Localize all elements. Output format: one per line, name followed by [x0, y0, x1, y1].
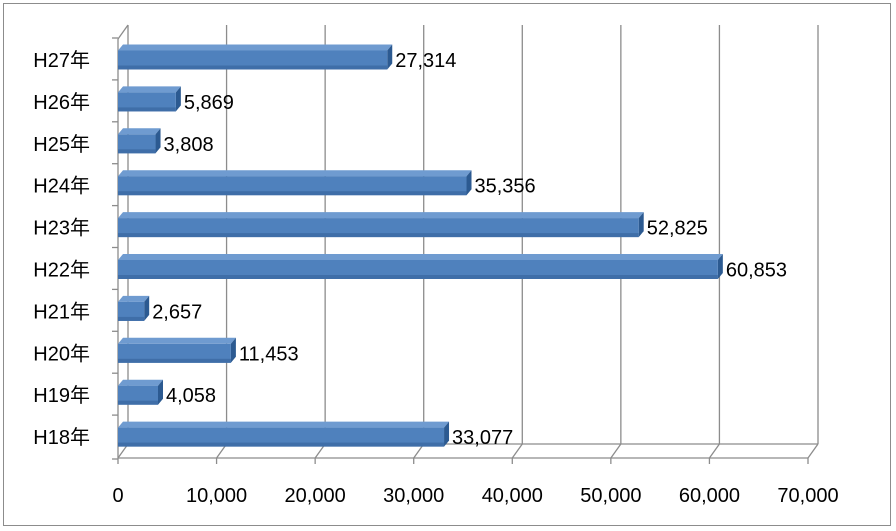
bar — [118, 301, 145, 321]
bar-shade — [118, 65, 388, 70]
x-tick-label: 30,000 — [383, 485, 444, 507]
bar — [118, 385, 159, 405]
bar — [118, 218, 639, 238]
bar-top — [118, 337, 236, 344]
bar-shade — [118, 191, 467, 196]
data-label: 2,657 — [152, 301, 202, 323]
bar-side — [155, 128, 161, 154]
category-label: H19年 — [33, 384, 90, 407]
bar-top — [118, 421, 450, 428]
category-label: H26年 — [33, 91, 90, 114]
bar-shade — [118, 358, 231, 363]
bar — [118, 343, 231, 363]
x-tick-label: 40,000 — [482, 485, 543, 507]
data-label: 33,077 — [452, 427, 513, 449]
bar-shade — [118, 107, 176, 112]
gridline-floor — [511, 443, 523, 459]
bar-top — [118, 379, 164, 386]
bar-top — [118, 170, 472, 177]
bar — [118, 260, 718, 279]
bar-top — [118, 128, 161, 135]
x-tick-label: 50,000 — [580, 485, 641, 507]
bar-side — [158, 379, 164, 405]
category-label: H21年 — [33, 300, 90, 323]
bar-shade — [118, 275, 718, 279]
bar-side — [175, 86, 181, 112]
bar-side — [444, 421, 450, 447]
x-tick-label: 0 — [112, 485, 123, 507]
gridline-floor — [807, 443, 819, 459]
category-label: H27年 — [33, 49, 90, 72]
bar-side — [717, 254, 723, 279]
bar-top — [118, 44, 393, 51]
data-label: 27,314 — [395, 50, 456, 72]
x-tick-label: 60,000 — [679, 485, 740, 507]
bar-shade — [118, 149, 156, 154]
x-tick-label: 70,000 — [777, 485, 838, 507]
data-label: 5,869 — [184, 92, 234, 114]
bar-top — [118, 212, 644, 219]
data-label: 60,853 — [726, 260, 787, 282]
bar-side — [230, 337, 236, 363]
bar-shade — [118, 400, 159, 405]
category-label: H23年 — [33, 217, 90, 240]
x-tick-label: 20,000 — [285, 485, 346, 507]
data-label: 11,453 — [239, 343, 299, 365]
bar-top — [118, 295, 150, 302]
bar — [118, 427, 445, 447]
bar — [118, 176, 467, 196]
gridline-floor — [610, 443, 622, 459]
data-label: 35,356 — [475, 176, 536, 198]
data-label: 4,058 — [166, 385, 216, 407]
category-label: H18年 — [33, 426, 90, 449]
bar-side — [144, 295, 150, 321]
bar-shade — [118, 316, 145, 321]
bar-shade — [118, 442, 445, 447]
category-label: H25年 — [33, 133, 90, 156]
bar-side — [387, 44, 393, 70]
data-label: 3,808 — [164, 134, 214, 156]
category-label: H24年 — [33, 175, 90, 198]
x-tick-label: 10,000 — [186, 485, 247, 507]
gridline-floor — [708, 443, 720, 459]
bar-top — [118, 86, 181, 93]
bar-top — [118, 254, 723, 260]
bar-side — [638, 212, 644, 238]
bar-side — [466, 170, 472, 196]
category-label: H22年 — [33, 259, 90, 282]
bar — [118, 134, 156, 154]
bar-shade — [118, 233, 639, 238]
data-label: 52,825 — [647, 218, 708, 240]
bar — [118, 92, 176, 112]
bar — [118, 50, 388, 70]
wall-top-edge — [117, 24, 129, 40]
category-label: H20年 — [33, 342, 90, 365]
